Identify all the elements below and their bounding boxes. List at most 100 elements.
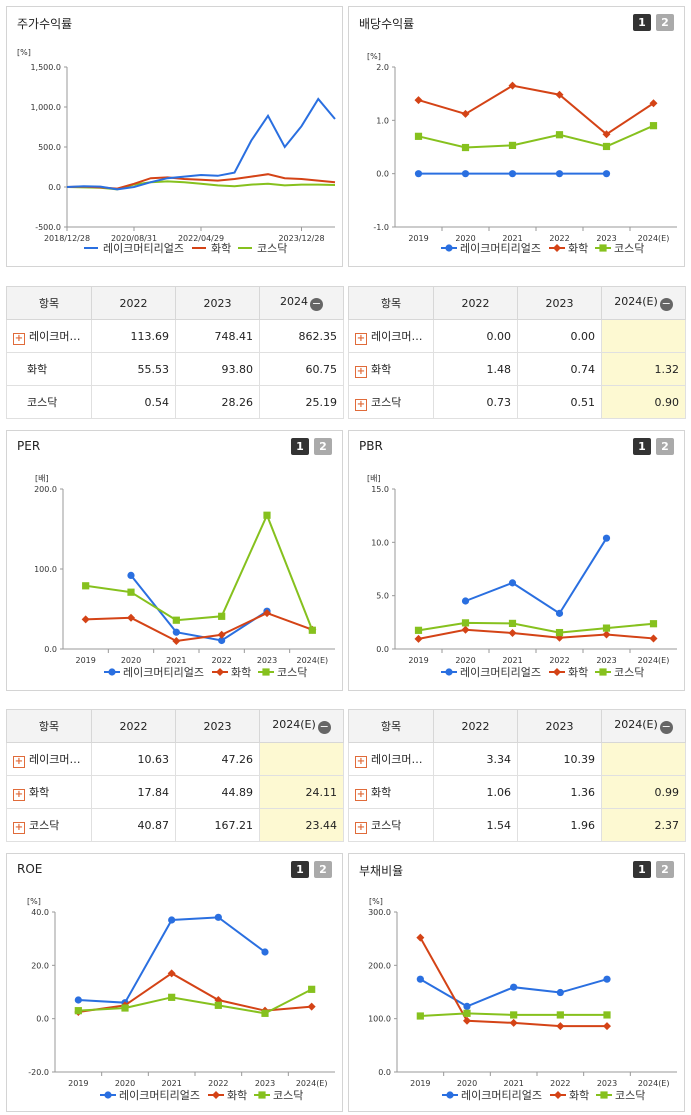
period-button-2[interactable]: 2 (656, 438, 674, 455)
data-point (602, 534, 611, 542)
expand-icon[interactable]: + (355, 398, 367, 411)
expand-icon[interactable]: + (355, 755, 367, 768)
expand-icon[interactable]: + (355, 788, 367, 801)
row-name-cell: + 레이크머… (348, 319, 434, 353)
y-tick-label: 40.0 (31, 908, 49, 917)
legend-label: 레이크머티리얼즈 (460, 665, 541, 679)
dividend-yield-table: 항목 2022 2023 2024(E) − + 레이크머… 0.00 0.00 +… (348, 286, 686, 419)
period-button-1[interactable]: 1 (633, 14, 651, 31)
data-point (307, 1002, 316, 1011)
estimate-cell: 1.32 (601, 352, 686, 386)
header-item: 항목 (348, 286, 434, 320)
series-line (419, 978, 608, 1008)
expand-icon[interactable]: + (355, 821, 367, 834)
header-2023: 2023 (517, 709, 602, 743)
legend-marker (445, 244, 453, 252)
period-button-2[interactable]: 2 (656, 14, 674, 31)
period-button-1[interactable]: 1 (291, 861, 309, 878)
period-button-1[interactable]: 1 (633, 861, 651, 878)
panel-title: 부채비율 (359, 864, 404, 878)
expand-icon[interactable]: + (13, 821, 25, 834)
data-point (218, 636, 226, 645)
data-point (649, 99, 658, 108)
period-button-2[interactable]: 2 (656, 861, 674, 878)
legend-marker (108, 668, 116, 676)
period-button-2[interactable]: 2 (314, 438, 332, 455)
legend-label: 화학 (569, 1089, 589, 1102)
y-tick-label: 200.0 (368, 961, 391, 970)
collapse-icon[interactable]: − (310, 297, 323, 311)
header-2022: 2022 (91, 286, 176, 320)
series-line (78, 916, 266, 1004)
x-tick-label: 2021 (503, 1079, 523, 1088)
y-tick-label: 100.0 (368, 1015, 391, 1024)
x-tick-label: 2020 (115, 1079, 135, 1088)
value-cell: 25.19 (259, 385, 344, 419)
series-line (418, 124, 654, 149)
value-cell: 3.34 (433, 742, 518, 776)
expand-icon[interactable]: + (13, 755, 25, 768)
period-toggle: 1 2 (633, 438, 674, 455)
collapse-icon[interactable]: − (659, 720, 673, 734)
panel-title: ROE (17, 862, 43, 876)
value-cell: 10.63 (91, 742, 176, 776)
x-tick-label: 2024(E) (296, 1079, 328, 1088)
data-point (556, 1022, 565, 1031)
legend-marker (599, 668, 607, 676)
period-button-2[interactable]: 2 (314, 861, 332, 878)
data-point (74, 1007, 82, 1015)
x-tick-label: 2022 (549, 656, 569, 665)
series-line (66, 97, 336, 191)
series-line (130, 574, 268, 642)
data-point (308, 985, 316, 993)
legend-marker (553, 244, 561, 252)
row-name-cell: + 코스닥 (348, 385, 434, 419)
period-button-1[interactable]: 1 (633, 438, 651, 455)
x-tick-label: 2019 (408, 234, 428, 243)
x-tick-label: 2022/04/29 (178, 234, 224, 243)
legend-label: 레이크머티리얼즈 (123, 665, 204, 679)
table-row: + 화학 1.48 0.74 1.32 (348, 352, 686, 386)
header-2024e: 2024(E) − (601, 286, 686, 320)
x-tick-label: 2023 (257, 656, 277, 665)
data-point (74, 996, 82, 1004)
data-point (555, 131, 564, 139)
expand-icon[interactable]: + (13, 332, 25, 345)
series-line (78, 972, 312, 1013)
data-point (555, 628, 564, 637)
legend-label: 코스닥 (614, 242, 644, 255)
table-row: + 코스닥 0.73 0.51 0.90 (348, 385, 686, 419)
y-unit-label: [배] (35, 474, 49, 483)
data-point (127, 571, 135, 579)
data-point (214, 913, 222, 921)
collapse-icon[interactable]: − (317, 720, 331, 734)
table-row: + 코스닥 40.87 167.21 23.44 (6, 808, 344, 842)
expand-icon[interactable]: + (355, 332, 367, 345)
collapse-icon[interactable]: − (659, 297, 673, 311)
header-2022: 2022 (91, 709, 176, 743)
x-tick-label: 2020 (455, 234, 475, 243)
value-cell: 0.73 (433, 385, 518, 419)
data-point (168, 916, 176, 924)
y-tick-label: 200.0 (34, 485, 57, 494)
header-item: 항목 (6, 286, 92, 320)
value-cell: 0.00 (433, 319, 518, 353)
period-button-1[interactable]: 1 (291, 438, 309, 455)
debt-ratio-panel: 부채비율 1 2 [%] 300.0 200.0 100.0 0.0 2019 2020 20… (348, 853, 685, 1112)
legend-label: 코스닥 (257, 242, 287, 255)
y-tick-label: 100.0 (34, 565, 57, 574)
data-point (510, 1011, 518, 1019)
x-tick-label: 2023 (255, 1079, 275, 1088)
expand-icon[interactable]: + (355, 365, 367, 378)
estimate-cell: 0.90 (601, 385, 686, 419)
series-line (418, 628, 654, 640)
expand-icon[interactable]: + (13, 788, 25, 801)
data-point (556, 988, 564, 997)
data-point (508, 81, 517, 90)
x-tick-label: 2023 (596, 656, 616, 665)
x-tick-label: 2019 (68, 1079, 88, 1088)
value-cell: 0.00 (517, 319, 602, 353)
dividend-yield-chart: [%] 2.0 1.0 0.0 -1.0 2019 2020 2021 2022 2023 2024… (367, 52, 677, 255)
legend-label: 코스닥 (614, 666, 644, 679)
pbr-panel: PBR 1 2 [배] 15.0 10.0 5.0 0.0 2019 2020 2021 202… (348, 430, 685, 691)
